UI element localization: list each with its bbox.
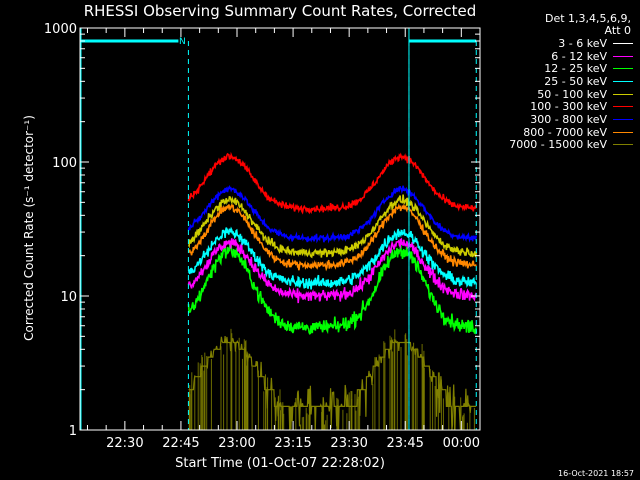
legend-label: 300 - 800 keV (530, 112, 607, 126)
legend-entries: 3 - 6 keV 6 - 12 keV 12 - 25 keV 25 - 50 ke… (480, 37, 635, 151)
legend-label: 50 - 100 keV (537, 87, 607, 101)
legend-swatch (613, 144, 633, 146)
legend: Det 1,3,4,5,6,9, Att 0 3 - 6 keV 6 - 12 k… (480, 13, 635, 151)
legend-swatch (613, 42, 633, 44)
legend-label: 7000 - 15000 keV (509, 138, 607, 152)
legend-entry: 7000 - 15000 keV (480, 138, 635, 152)
series-line-12-25keV (187, 243, 478, 335)
y-tick-label: 1 (69, 424, 77, 439)
legend-swatch (613, 68, 633, 70)
axes: 1 10 100 1000 22:30 22:45 23:00 23:15 23:30 23:45… (44, 22, 481, 451)
x-axis-label: Start Time (01-Oct-07 22:28:02) (175, 456, 385, 471)
series-line-6-12keV (187, 237, 478, 304)
legend-entry: 100 - 300 keV (480, 100, 635, 113)
series-line-50-100keV (187, 194, 478, 259)
legend-swatch (613, 131, 633, 133)
x-tick-label: 23:00 (218, 436, 255, 451)
plot-area: N (80, 28, 478, 431)
legend-swatch (613, 106, 633, 108)
y-tick-label: 1000 (44, 22, 77, 37)
plot-frame (79, 27, 481, 431)
x-tick-label: 23:45 (386, 436, 423, 451)
legend-entry: 3 - 6 keV (480, 37, 635, 50)
legend-entry: 50 - 100 keV (480, 88, 635, 101)
chart-title: RHESSI Observing Summary Count Rates, Co… (84, 2, 477, 20)
y-tick-label: 100 (52, 156, 77, 171)
x-tick-label: 22:30 (106, 436, 143, 451)
legend-swatch (613, 118, 633, 120)
legend-label: 12 - 25 keV (544, 62, 607, 76)
series-line-300-800keV (187, 185, 478, 244)
render-timestamp: 16-Oct-2021 18:57 (558, 469, 634, 478)
x-tick-label: 23:30 (330, 436, 367, 451)
x-tick-label: 23:15 (274, 436, 311, 451)
series-line-100-300keV (187, 151, 478, 215)
x-tick-label: 22:45 (162, 436, 199, 451)
y-tick-label: 10 (60, 290, 77, 305)
legend-entry: 800 - 7000 keV (480, 126, 635, 139)
legend-attenuator: Att 0 (604, 24, 631, 37)
series-line-25-50keV (187, 226, 478, 290)
legend-entry: 25 - 50 keV (480, 75, 635, 88)
legend-entry: 6 - 12 keV (480, 50, 635, 63)
legend-entry: 12 - 25 keV (480, 62, 635, 75)
legend-swatch (613, 80, 633, 82)
legend-label: 25 - 50 keV (544, 74, 607, 88)
legend-swatch (613, 55, 633, 57)
legend-label: 100 - 300 keV (530, 100, 607, 114)
legend-label: 6 - 12 keV (551, 49, 607, 63)
legend-entry: 300 - 800 keV (480, 113, 635, 126)
legend-detectors: Det 1,3,4,5,6,9, (544, 12, 631, 25)
legend-swatch (613, 93, 633, 95)
y-axis-label: Corrected Count Rate (s⁻¹ detector⁻¹) (22, 115, 36, 341)
series-line-7000-15000keV (188, 335, 477, 431)
night-bar-label: N (179, 37, 186, 47)
x-tick-label: 00:00 (443, 436, 480, 451)
legend-label: 800 - 7000 keV (523, 125, 607, 139)
legend-label: 3 - 6 keV (558, 36, 607, 50)
series-line-3-6keV (187, 251, 478, 383)
series-line-800-7000keV (188, 202, 477, 272)
